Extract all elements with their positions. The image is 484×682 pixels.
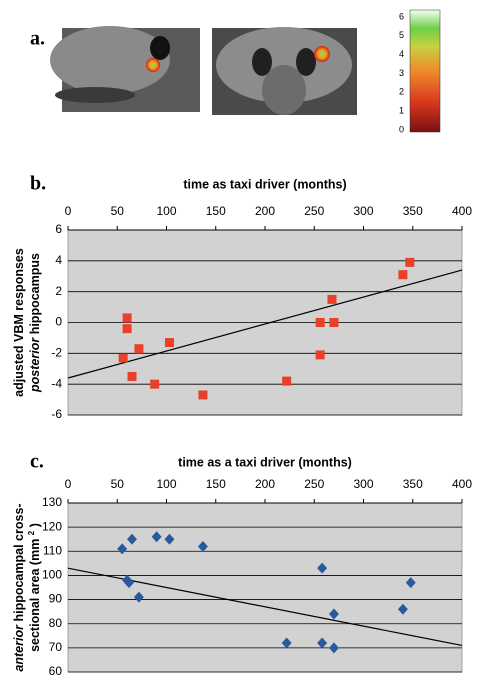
data-point <box>117 543 128 555</box>
chart-title: time as taxi driver (months) <box>183 177 346 191</box>
data-point <box>405 577 416 589</box>
x-tick-label: 200 <box>255 204 275 218</box>
x-tick-label: 400 <box>452 204 472 218</box>
y-axis-label-part: posterior <box>28 337 42 393</box>
y-axis-label-part: sectional area (mm <box>28 539 42 652</box>
panel-label: c. <box>30 451 44 473</box>
y-axis-label-part: 2 <box>27 530 36 535</box>
x-tick-label: 0 <box>65 477 72 491</box>
x-tick-label: 50 <box>111 204 125 218</box>
x-tick-label: 400 <box>452 477 472 491</box>
trend-line <box>67 567 463 647</box>
data-point <box>282 376 292 386</box>
y-tick-label: 2 <box>55 284 62 298</box>
x-tick-label: 300 <box>353 477 373 491</box>
data-point <box>150 379 160 389</box>
y-axis-label-part: anterior <box>12 624 26 672</box>
panel-label: b. <box>30 173 46 195</box>
colorbar <box>409 9 441 133</box>
y-tick-label: -2 <box>51 346 62 360</box>
x-tick-label: 350 <box>403 477 423 491</box>
plot-area <box>67 502 463 673</box>
y-axis-label-part: hippocampus <box>28 253 42 334</box>
x-tick-label: 100 <box>156 204 176 218</box>
x-tick-label: 150 <box>206 477 226 491</box>
brain-coronal <box>212 27 357 115</box>
x-tick-label: 250 <box>304 477 324 491</box>
x-tick-label: 250 <box>304 204 324 218</box>
colorbar-tick-label: 3 <box>399 68 404 78</box>
data-point <box>397 603 408 615</box>
trend-line <box>67 269 463 379</box>
y-tick-label: 6 <box>55 222 62 236</box>
chart-title: time as a taxi driver (months) <box>178 455 352 469</box>
panel-label: a. <box>30 28 45 50</box>
x-tick-label: 50 <box>111 477 125 491</box>
data-point <box>151 531 162 543</box>
x-tick-label: 100 <box>156 477 176 491</box>
data-point <box>122 313 132 323</box>
data-point <box>133 591 144 603</box>
y-tick-label: 0 <box>55 315 62 329</box>
data-point <box>328 642 339 654</box>
y-axis-label: sectional area (mm 2 ) <box>24 523 42 652</box>
y-tick-label: 110 <box>43 543 62 557</box>
data-point <box>315 350 325 360</box>
y-tick-label: 80 <box>49 616 63 630</box>
y-tick-label: 4 <box>55 253 62 267</box>
y-tick-label: 60 <box>49 664 63 678</box>
data-point <box>328 608 339 620</box>
y-axis-label: posterior hippocampus <box>28 253 42 393</box>
y-tick-label: 120 <box>42 519 62 533</box>
y-axis-label-part: ) <box>28 523 42 527</box>
data-point <box>134 344 144 354</box>
data-point <box>329 318 339 327</box>
data-point <box>124 577 135 589</box>
data-point <box>405 257 415 267</box>
data-point <box>198 390 208 400</box>
colorbar-tick-label: 4 <box>399 49 404 59</box>
y-tick-label: 70 <box>49 640 63 654</box>
data-point <box>164 338 174 348</box>
data-point <box>197 540 208 552</box>
data-point <box>164 533 175 545</box>
data-point <box>317 637 328 649</box>
data-point <box>327 294 337 304</box>
y-tick-label: 100 <box>42 568 62 582</box>
y-tick-label: 130 <box>42 495 62 509</box>
data-point <box>118 353 128 363</box>
y-tick-label: -4 <box>51 376 62 390</box>
colorbar-tick-label: 0 <box>399 124 404 134</box>
x-tick-label: 200 <box>255 477 275 491</box>
x-tick-label: 300 <box>353 204 373 218</box>
y-axis-label-part: hippocampal cross- <box>12 503 26 621</box>
y-axis-label: adjusted VBM responses <box>12 248 26 397</box>
data-point <box>398 270 408 280</box>
y-tick-label: -6 <box>51 407 62 421</box>
data-point <box>281 637 292 649</box>
data-point <box>317 562 328 574</box>
data-point <box>315 318 325 327</box>
data-point <box>122 324 132 334</box>
data-point <box>127 371 137 381</box>
y-axis-label: anterior hippocampal cross- <box>12 503 26 671</box>
y-tick-label: 90 <box>49 592 63 606</box>
colorbar-tick-label: 2 <box>399 87 404 97</box>
colorbar-tick-label: 5 <box>399 30 404 40</box>
colorbar-tick-label: 1 <box>399 106 404 116</box>
y-axis-label-part: adjusted VBM responses <box>12 248 26 397</box>
x-tick-label: 150 <box>206 204 226 218</box>
brain-sagittal <box>50 26 200 112</box>
data-point <box>127 533 138 545</box>
x-tick-label: 0 <box>65 204 72 218</box>
x-tick-label: 350 <box>403 204 423 218</box>
colorbar-tick-label: 6 <box>399 11 404 21</box>
